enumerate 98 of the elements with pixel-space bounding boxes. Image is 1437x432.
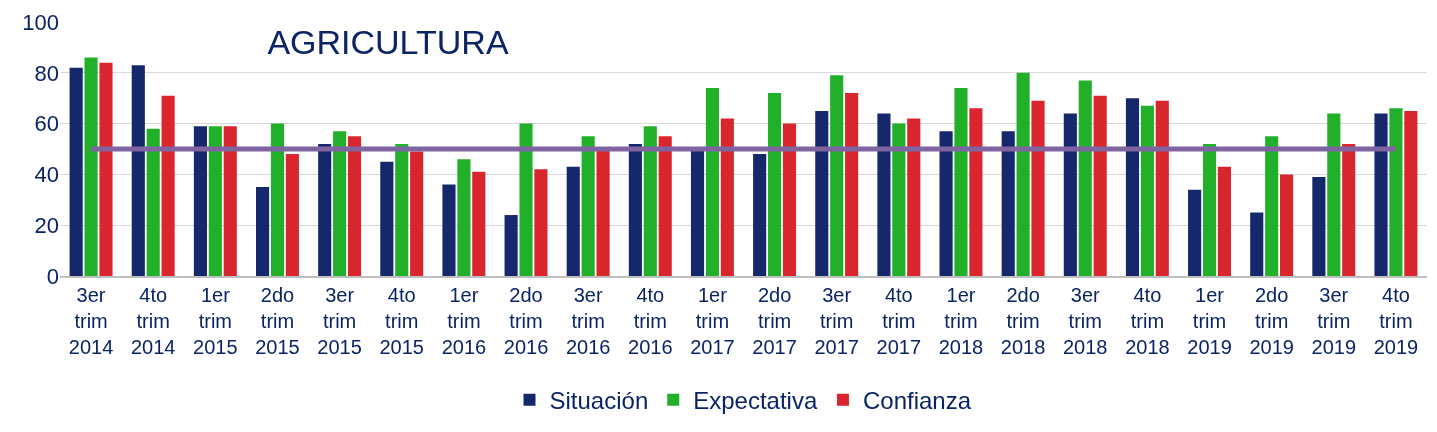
- bar: [969, 108, 983, 276]
- x-tick-label: 4to trim 2018: [1125, 284, 1170, 358]
- bar: [1250, 212, 1264, 276]
- x-tick-label: 4to trim 2014: [130, 284, 176, 358]
- bar: [1202, 143, 1217, 276]
- bar: [1389, 108, 1403, 276]
- bar: [504, 215, 518, 276]
- bar: [753, 154, 767, 276]
- bar: [705, 88, 719, 276]
- bar: [658, 136, 672, 276]
- bar: [410, 151, 424, 276]
- x-tick-label: 3er trim 2017: [814, 284, 859, 358]
- y-tick-label: 80: [34, 60, 59, 86]
- legend-label: Confianza: [862, 387, 972, 415]
- bar: [596, 149, 610, 276]
- x-tick-label: 3er trim 2019: [1311, 284, 1357, 358]
- bar: [285, 154, 299, 276]
- bar: [581, 136, 595, 276]
- bar: [208, 126, 222, 276]
- y-tick-label: 20: [34, 212, 59, 238]
- y-tick-label: 40: [34, 162, 59, 188]
- bar: [1342, 143, 1356, 276]
- x-tick-label: 3er trim 2018: [1063, 284, 1108, 358]
- bar: [256, 187, 270, 276]
- bar: [720, 118, 734, 276]
- bar: [1078, 80, 1092, 276]
- bar: [830, 75, 844, 276]
- y-tick-label: 60: [34, 111, 59, 137]
- legend-label: Expectativa: [693, 387, 818, 415]
- bar: [845, 93, 859, 276]
- bar: [1155, 100, 1169, 276]
- y-tick-label: 0: [46, 263, 59, 289]
- bar: [566, 166, 580, 276]
- bar: [223, 126, 237, 276]
- x-tick-label: 1er trim 2019: [1187, 284, 1232, 358]
- x-tick-label: 4to trim 2016: [628, 284, 673, 358]
- bar: [131, 65, 145, 276]
- x-tick-label: 2do trim 2015: [255, 284, 300, 358]
- bar: [1280, 174, 1294, 276]
- bar: [907, 118, 921, 276]
- bar: [1217, 166, 1231, 276]
- x-tick-label: 3er trim 2016: [565, 284, 611, 358]
- bar: [1125, 98, 1140, 276]
- bar: [1374, 113, 1388, 276]
- y-tick-label: 100: [22, 9, 59, 35]
- bar: [193, 126, 207, 276]
- bar: [1031, 100, 1045, 276]
- bar: [782, 123, 797, 276]
- bar: [1327, 113, 1341, 276]
- x-tick-label: 1er trim 2017: [690, 284, 735, 358]
- bar: [1016, 72, 1030, 276]
- bar: [318, 143, 332, 276]
- bar: [1140, 105, 1154, 276]
- bar: [892, 123, 906, 276]
- bar: [768, 93, 782, 276]
- bar: [877, 113, 891, 276]
- bar: [472, 171, 486, 276]
- bar: [1001, 131, 1015, 276]
- x-tick-label: 4to trim 2019: [1373, 284, 1419, 358]
- bar: [519, 123, 533, 276]
- bar: [84, 57, 98, 276]
- legend-label: Situación: [549, 387, 649, 415]
- chart-title: AGRICULTURA: [267, 23, 509, 62]
- x-tick-label: 1er trim 2016: [441, 284, 487, 358]
- bar: [1404, 110, 1418, 276]
- x-tick-label: 1er trim 2015: [193, 284, 238, 358]
- bar: [1265, 136, 1279, 276]
- x-tick-label: 1er trim 2018: [938, 284, 984, 358]
- bar: [954, 88, 968, 276]
- bar: [815, 110, 829, 276]
- x-tick-label: 4to trim 2017: [876, 284, 922, 358]
- bar: [690, 149, 705, 276]
- x-tick-label: 2do trim 2017: [752, 284, 797, 358]
- x-tick-label: 3er trim 2014: [68, 284, 114, 358]
- x-tick-label: 2do trim 2016: [503, 284, 549, 358]
- bar: [1188, 189, 1202, 276]
- bar: [146, 128, 160, 276]
- bar: [534, 169, 548, 276]
- bar: [628, 143, 642, 276]
- bar: [270, 123, 285, 276]
- bar: [457, 159, 471, 276]
- bar: [99, 62, 113, 276]
- bar: [161, 95, 175, 276]
- bar: [442, 184, 456, 276]
- bar: [347, 136, 362, 276]
- bar: [1312, 176, 1326, 276]
- bar: [333, 131, 347, 276]
- bar: [1093, 95, 1107, 276]
- x-tick-label: 2do trim 2018: [1000, 284, 1046, 358]
- bar: [939, 131, 953, 276]
- bar: [643, 126, 657, 276]
- bar: [395, 143, 409, 276]
- x-tick-label: 4to trim 2015: [379, 284, 424, 358]
- x-tick-label: 2do trim 2019: [1249, 284, 1294, 358]
- bar: [69, 67, 83, 276]
- x-tick-label: 3er trim 2015: [317, 284, 362, 358]
- bar: [1063, 113, 1077, 276]
- bar: [380, 161, 394, 276]
